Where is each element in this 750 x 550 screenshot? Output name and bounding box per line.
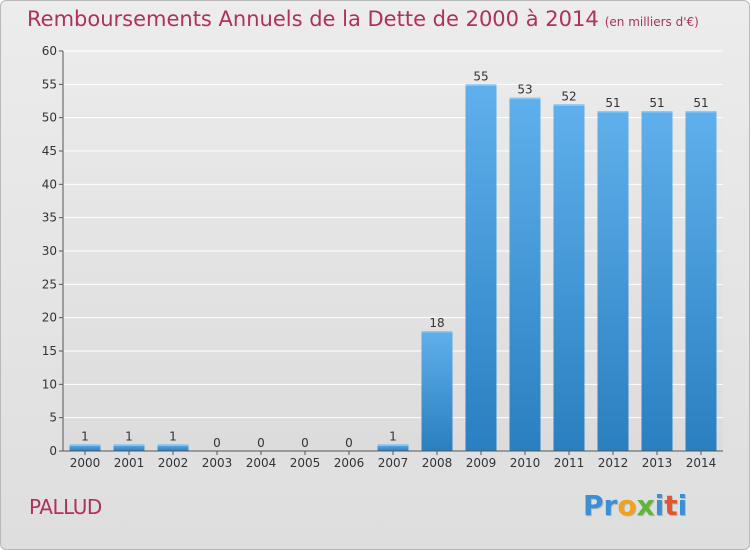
x-tick-label: 2007 — [378, 456, 409, 470]
bar — [377, 444, 409, 451]
bar-highlight — [157, 444, 189, 446]
bar — [113, 444, 145, 451]
bar — [157, 444, 189, 451]
bar-highlight — [465, 84, 497, 86]
data-label: 51 — [605, 96, 620, 110]
bar-highlight — [377, 444, 409, 446]
x-tick-label: 2004 — [246, 456, 277, 470]
y-tick-label: 15 — [42, 344, 57, 358]
x-tick-label: 2002 — [158, 456, 189, 470]
bar — [421, 331, 453, 451]
logo-letter: t — [664, 489, 678, 522]
data-label: 1 — [81, 429, 89, 443]
data-label: 0 — [301, 436, 309, 450]
data-label: 53 — [517, 83, 532, 97]
bar — [553, 104, 585, 451]
commune-name: PALLUD — [29, 495, 102, 519]
data-label: 1 — [169, 429, 177, 443]
bar — [69, 444, 101, 451]
y-tick-label: 30 — [42, 244, 57, 258]
x-tick-label: 2011 — [554, 456, 585, 470]
bar-highlight — [641, 111, 673, 113]
bar — [509, 97, 541, 452]
data-label: 51 — [693, 96, 708, 110]
logo-letter: r — [603, 489, 618, 522]
x-tick-label: 2005 — [290, 456, 321, 470]
data-label: 1 — [125, 429, 133, 443]
x-tick-label: 2003 — [202, 456, 233, 470]
data-label: 0 — [213, 436, 221, 450]
chart-title: Remboursements Annuels de la Dette de 20… — [27, 7, 699, 31]
axes — [59, 50, 723, 455]
x-tick-label: 2006 — [334, 456, 365, 470]
data-label: 1 — [389, 429, 397, 443]
logo-letter: i — [654, 489, 665, 522]
logo-letter: i — [677, 489, 688, 522]
data-label: 0 — [257, 436, 265, 450]
x-tick-label: 2012 — [598, 456, 629, 470]
y-tick-label: 40 — [42, 177, 57, 191]
x-tick-label: 2014 — [686, 456, 717, 470]
y-tick-label: 55 — [42, 77, 57, 91]
y-tick-label: 45 — [42, 144, 57, 158]
bar-highlight — [509, 97, 541, 100]
bar-highlight — [113, 444, 145, 446]
data-label: 18 — [429, 316, 444, 330]
chart-title-text: Remboursements Annuels de la Dette de 20… — [27, 7, 599, 31]
data-label: 55 — [473, 69, 488, 83]
data-label: 51 — [649, 96, 664, 110]
logo-letter: P — [583, 489, 604, 522]
bars — [69, 84, 717, 452]
x-tick-label: 2013 — [642, 456, 673, 470]
x-tick-label: 2008 — [422, 456, 453, 470]
bar — [641, 111, 673, 451]
logo-letter: x — [636, 489, 655, 522]
bar — [685, 111, 717, 451]
bar-highlight — [69, 444, 101, 446]
y-tick-label: 60 — [42, 44, 57, 58]
bar-highlight — [553, 104, 585, 106]
chart-subtitle: (en milliers d'€) — [604, 15, 699, 29]
y-tick-label: 35 — [42, 211, 57, 225]
x-tick-label: 2010 — [510, 456, 541, 470]
labels: 0510152025303540455055602000120011200212… — [42, 44, 717, 470]
proxiti-logo: Proxiti — [583, 489, 687, 522]
data-label: 52 — [561, 89, 576, 103]
bar-highlight — [597, 111, 629, 113]
bar-highlight — [421, 331, 453, 333]
y-tick-label: 25 — [42, 277, 57, 291]
y-tick-label: 0 — [49, 444, 57, 458]
x-tick-label: 2001 — [114, 456, 145, 470]
bar — [597, 111, 629, 451]
bar — [465, 84, 497, 451]
x-tick-label: 2000 — [70, 456, 101, 470]
x-tick-label: 2009 — [466, 456, 497, 470]
y-tick-label: 10 — [42, 377, 57, 391]
y-tick-label: 50 — [42, 111, 57, 125]
logo-letter: o — [617, 489, 637, 522]
y-tick-label: 5 — [49, 411, 57, 425]
bar-highlight — [685, 111, 717, 113]
data-label: 0 — [345, 436, 353, 450]
y-tick-label: 20 — [42, 311, 57, 325]
